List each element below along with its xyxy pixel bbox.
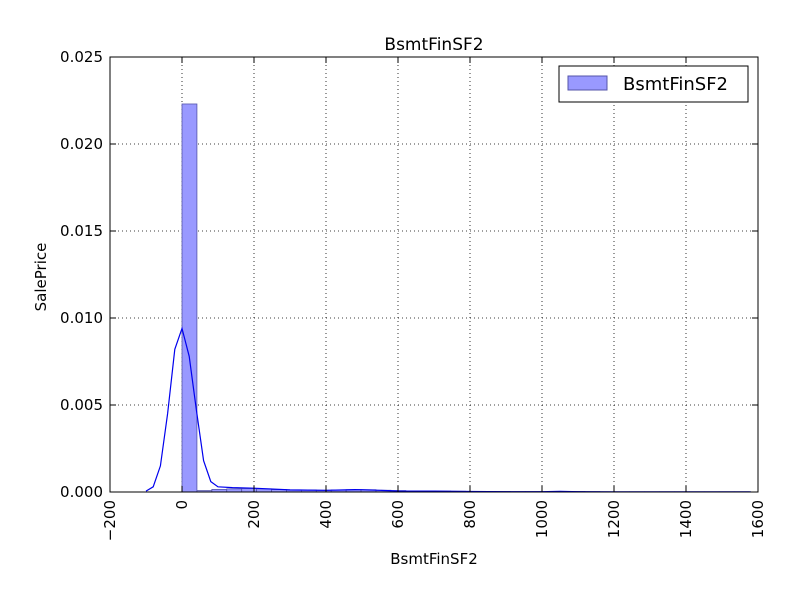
legend: BsmtFinSF2: [558, 65, 749, 103]
plot-background: [110, 57, 758, 492]
y-tick-label: 0.000: [60, 483, 103, 501]
y-tick-label: 0.010: [60, 309, 103, 327]
x-tick-label: 1600: [749, 500, 767, 538]
y-tick-label: 0.005: [60, 396, 103, 414]
grid: [110, 57, 758, 492]
x-tick-label: 1400: [677, 500, 695, 538]
y-axis-ticks: 0.000 0.005 0.010 0.015 0.020 0.025: [60, 48, 758, 501]
x-tick-label: 600: [389, 500, 407, 529]
x-tick-label: 1200: [605, 500, 623, 538]
x-tick-label: 200: [245, 500, 263, 529]
legend-swatch: [567, 75, 608, 91]
x-axis-ticks: −200 0 200 400 600 800 1000 1200 1400 1600: [101, 57, 767, 541]
x-axis-label: BsmtFinSF2: [390, 550, 478, 568]
x-tick-label: 800: [461, 500, 479, 529]
legend-label: BsmtFinSF2: [623, 74, 728, 95]
x-tick-label: 0: [173, 500, 191, 510]
plot-frame: [109, 56, 759, 493]
x-tick-label: 400: [317, 500, 335, 529]
x-tick-label: −200: [101, 500, 119, 541]
y-tick-label: 0.025: [60, 48, 103, 66]
chart-title: BsmtFinSF2: [384, 35, 483, 55]
y-tick-label: 0.020: [60, 135, 103, 153]
histogram-bar: [181, 103, 198, 493]
x-tick-label: 1000: [533, 500, 551, 538]
y-axis-label: SalePrice: [32, 243, 50, 312]
y-tick-label: 0.015: [60, 222, 103, 240]
